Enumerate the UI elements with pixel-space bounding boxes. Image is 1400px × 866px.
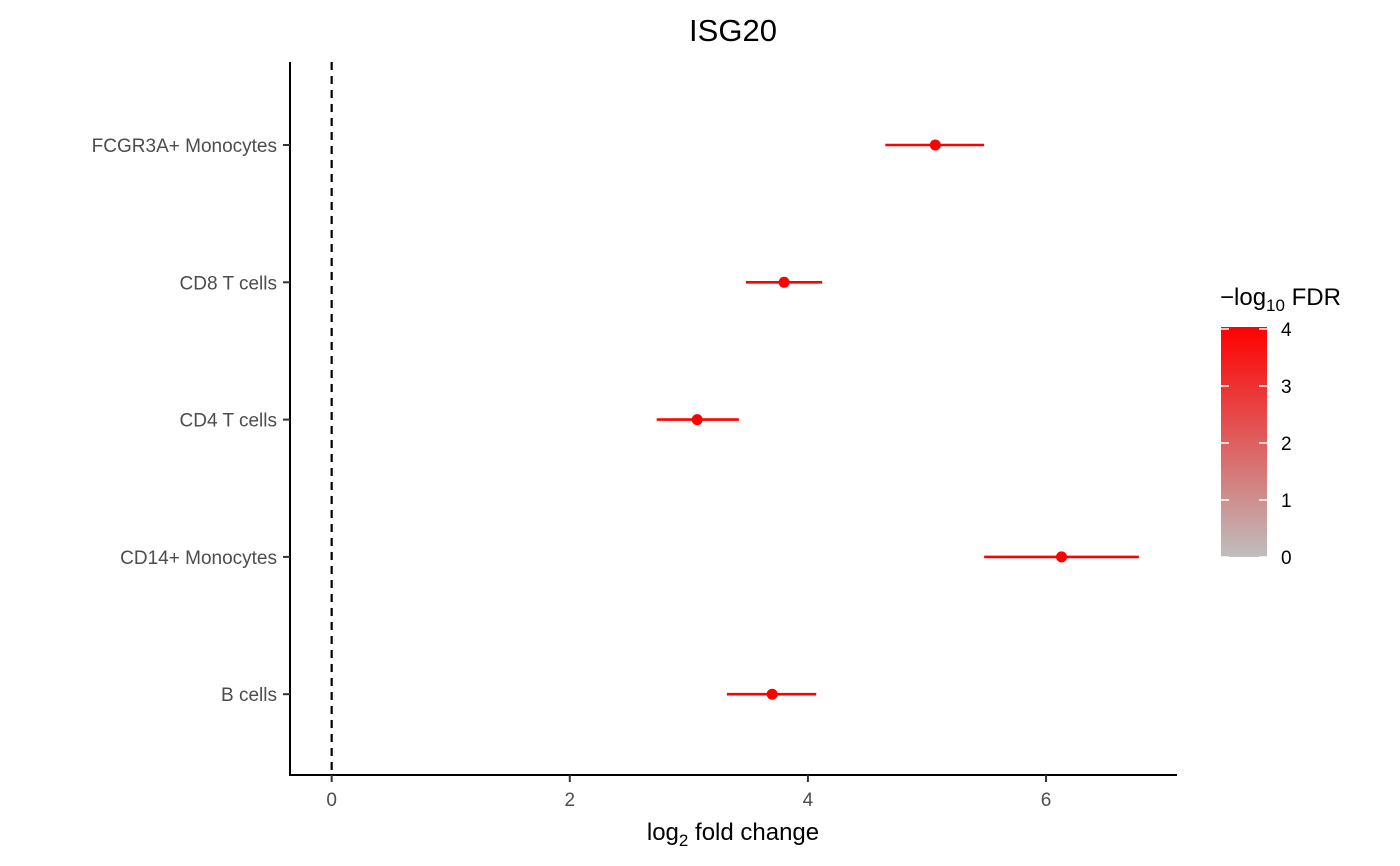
y-tick-label: FCGR3A+ Monocytes xyxy=(92,136,277,157)
estimate-point xyxy=(1056,551,1068,563)
x-tick-label: 2 xyxy=(565,790,576,811)
legend-title-suffix: FDR xyxy=(1285,284,1341,311)
estimate-point xyxy=(778,276,790,288)
x-axis-title-rest: fold change xyxy=(688,819,819,846)
estimate-point xyxy=(691,414,703,426)
legend-title-sub: 10 xyxy=(1266,296,1285,315)
x-axis-ticks: 0 2 4 6 xyxy=(326,775,1051,811)
chart-title: ISG20 xyxy=(689,13,777,48)
x-axis-title: log2 fold change xyxy=(647,819,819,850)
x-axis-title-sub: 2 xyxy=(679,831,688,850)
legend-ticks: 0 1 2 3 4 xyxy=(1221,320,1292,569)
legend-title-prefix: −log xyxy=(1220,284,1266,311)
y-tick-label: CD14+ Monocytes xyxy=(120,548,277,569)
x-axis-title-main: log xyxy=(647,819,679,846)
estimate-point xyxy=(766,688,778,700)
legend-tick-label: 0 xyxy=(1281,548,1292,569)
legend-tick-label: 2 xyxy=(1281,434,1292,455)
legend-tick-label: 4 xyxy=(1281,320,1292,341)
legend-colorbar xyxy=(1221,327,1267,557)
plot-area xyxy=(330,62,1139,775)
y-axis-ticks: FCGR3A+ Monocytes CD8 T cells CD4 T cells C… xyxy=(92,136,290,706)
legend-tick-label: 1 xyxy=(1281,491,1292,512)
legend: −log10 FDR 0 1 2 3 4 xyxy=(1220,284,1341,569)
estimate-point xyxy=(929,139,941,151)
legend-title: −log10 FDR xyxy=(1220,284,1341,315)
y-tick-label: B cells xyxy=(221,685,277,706)
x-tick-label: 0 xyxy=(326,790,337,811)
y-tick-label: CD8 T cells xyxy=(180,273,278,294)
legend-tick-label: 3 xyxy=(1281,377,1292,398)
x-tick-label: 4 xyxy=(803,790,814,811)
x-tick-label: 6 xyxy=(1041,790,1052,811)
y-tick-label: CD4 T cells xyxy=(180,411,278,432)
